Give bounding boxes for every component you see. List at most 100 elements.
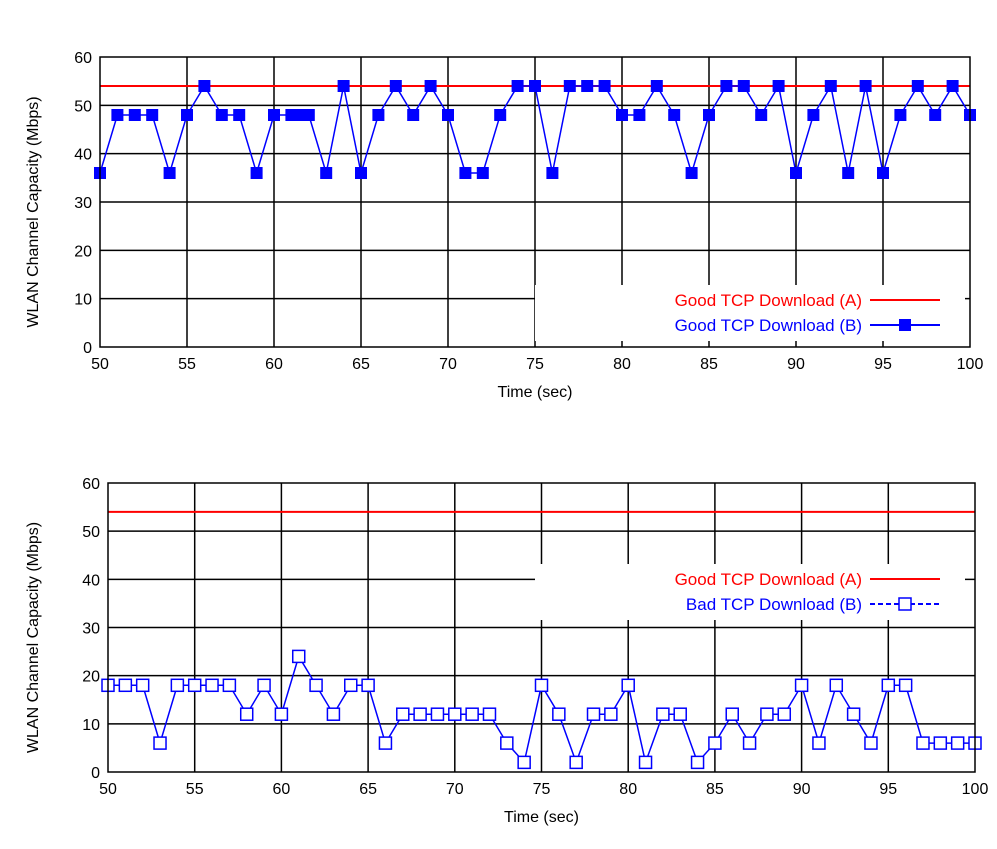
data-point (933, 736, 948, 750)
x-tick-label: 85 (700, 356, 718, 373)
plot-frame (99, 56, 971, 348)
x-tick-label: 65 (359, 781, 377, 798)
data-point (894, 109, 907, 121)
data-point (118, 678, 133, 693)
data-point (465, 707, 479, 721)
legend-background (535, 564, 965, 620)
data-point (950, 736, 965, 750)
data-point (760, 707, 774, 721)
data-point (598, 80, 611, 92)
y-tick-label: 30 (74, 195, 92, 212)
data-point (187, 678, 202, 693)
data-point (378, 736, 393, 750)
y-axis-label: WLAN Channel Capacity (Mbps) (25, 522, 42, 753)
legend-label: Good TCP Download (B) (675, 316, 862, 335)
data-point (215, 109, 228, 121)
data-point (257, 678, 271, 693)
data-point (268, 109, 280, 121)
data-point (302, 109, 315, 121)
data-point (690, 755, 705, 770)
data-point (430, 707, 445, 721)
data-point (772, 80, 785, 92)
data-point (563, 80, 576, 92)
y-tick-label: 10 (82, 717, 100, 734)
data-point (842, 167, 855, 179)
data-point (309, 678, 323, 693)
plot-frame (107, 482, 976, 773)
data-point (807, 109, 820, 121)
data-point (181, 109, 193, 121)
data-point (586, 707, 601, 721)
data-point (320, 167, 333, 179)
legend-label: Good TCP Download (A) (675, 570, 862, 589)
x-tick-label: 95 (874, 356, 892, 373)
data-point (604, 707, 618, 721)
data-point (205, 678, 219, 693)
data-point (326, 707, 341, 721)
x-tick-label: 100 (957, 356, 984, 373)
data-point (638, 755, 653, 770)
data-point (146, 109, 159, 121)
y-axis-label: WLAN Channel Capacity (Mbps) (25, 96, 42, 327)
data-point (546, 167, 559, 179)
data-point (111, 109, 124, 121)
data-point (396, 707, 410, 721)
data-point (633, 109, 646, 121)
series-2 (101, 649, 982, 770)
data-point (708, 736, 722, 750)
x-tick-label: 60 (273, 781, 291, 798)
data-point (846, 707, 861, 721)
y-tick-label: 0 (91, 765, 100, 782)
data-point (517, 755, 531, 770)
data-point (916, 736, 930, 750)
data-point (877, 167, 889, 179)
data-point (163, 167, 176, 179)
legend-label: Bad TCP Download (B) (686, 595, 862, 614)
y-tick-label: 20 (74, 243, 92, 260)
data-point (616, 109, 628, 121)
x-tick-label: 95 (879, 781, 897, 798)
data-point (621, 678, 635, 693)
data-point (668, 109, 681, 121)
x-axis-label: Time (sec) (498, 384, 573, 401)
data-point (725, 707, 739, 721)
data-point (448, 707, 462, 721)
data-point (153, 736, 167, 750)
data-point (274, 707, 289, 721)
x-tick-label: 70 (446, 781, 464, 798)
data-point (794, 678, 809, 693)
y-tick-label: 20 (82, 669, 100, 686)
x-tick-label: 50 (99, 781, 117, 798)
data-point (344, 678, 358, 693)
y-tick-label: 40 (74, 147, 92, 164)
data-point (737, 80, 750, 92)
data-point (685, 167, 698, 179)
chart-2: 50 55 60 65 70 75 80 85 90 95 100 0 10 20 30 40 50 60 Time… (25, 476, 988, 826)
data-point (790, 167, 802, 179)
data-point (581, 80, 594, 92)
data-point (829, 678, 844, 693)
x-tick-label: 65 (352, 356, 370, 373)
x-tick-label: 90 (787, 356, 805, 373)
x-tick-label: 85 (706, 781, 724, 798)
data-point (552, 707, 566, 721)
data-point (198, 80, 211, 92)
x-tick-label: 75 (533, 781, 551, 798)
data-point (673, 707, 687, 721)
y-tick-label: 60 (74, 50, 92, 67)
data-point (650, 80, 663, 92)
x-tick-label: 55 (178, 356, 196, 373)
data-point (494, 109, 507, 121)
data-point (859, 80, 872, 92)
x-tick-label: 75 (526, 356, 544, 373)
legend-marker (899, 319, 911, 331)
data-point (355, 167, 367, 179)
x-tick-label: 100 (962, 781, 989, 798)
data-point (291, 649, 306, 664)
data-point (511, 80, 524, 92)
x-tick-label: 50 (91, 356, 109, 373)
data-point (742, 736, 757, 750)
data-point (898, 678, 913, 693)
y-tick-label: 30 (82, 621, 100, 638)
data-point (946, 80, 959, 92)
